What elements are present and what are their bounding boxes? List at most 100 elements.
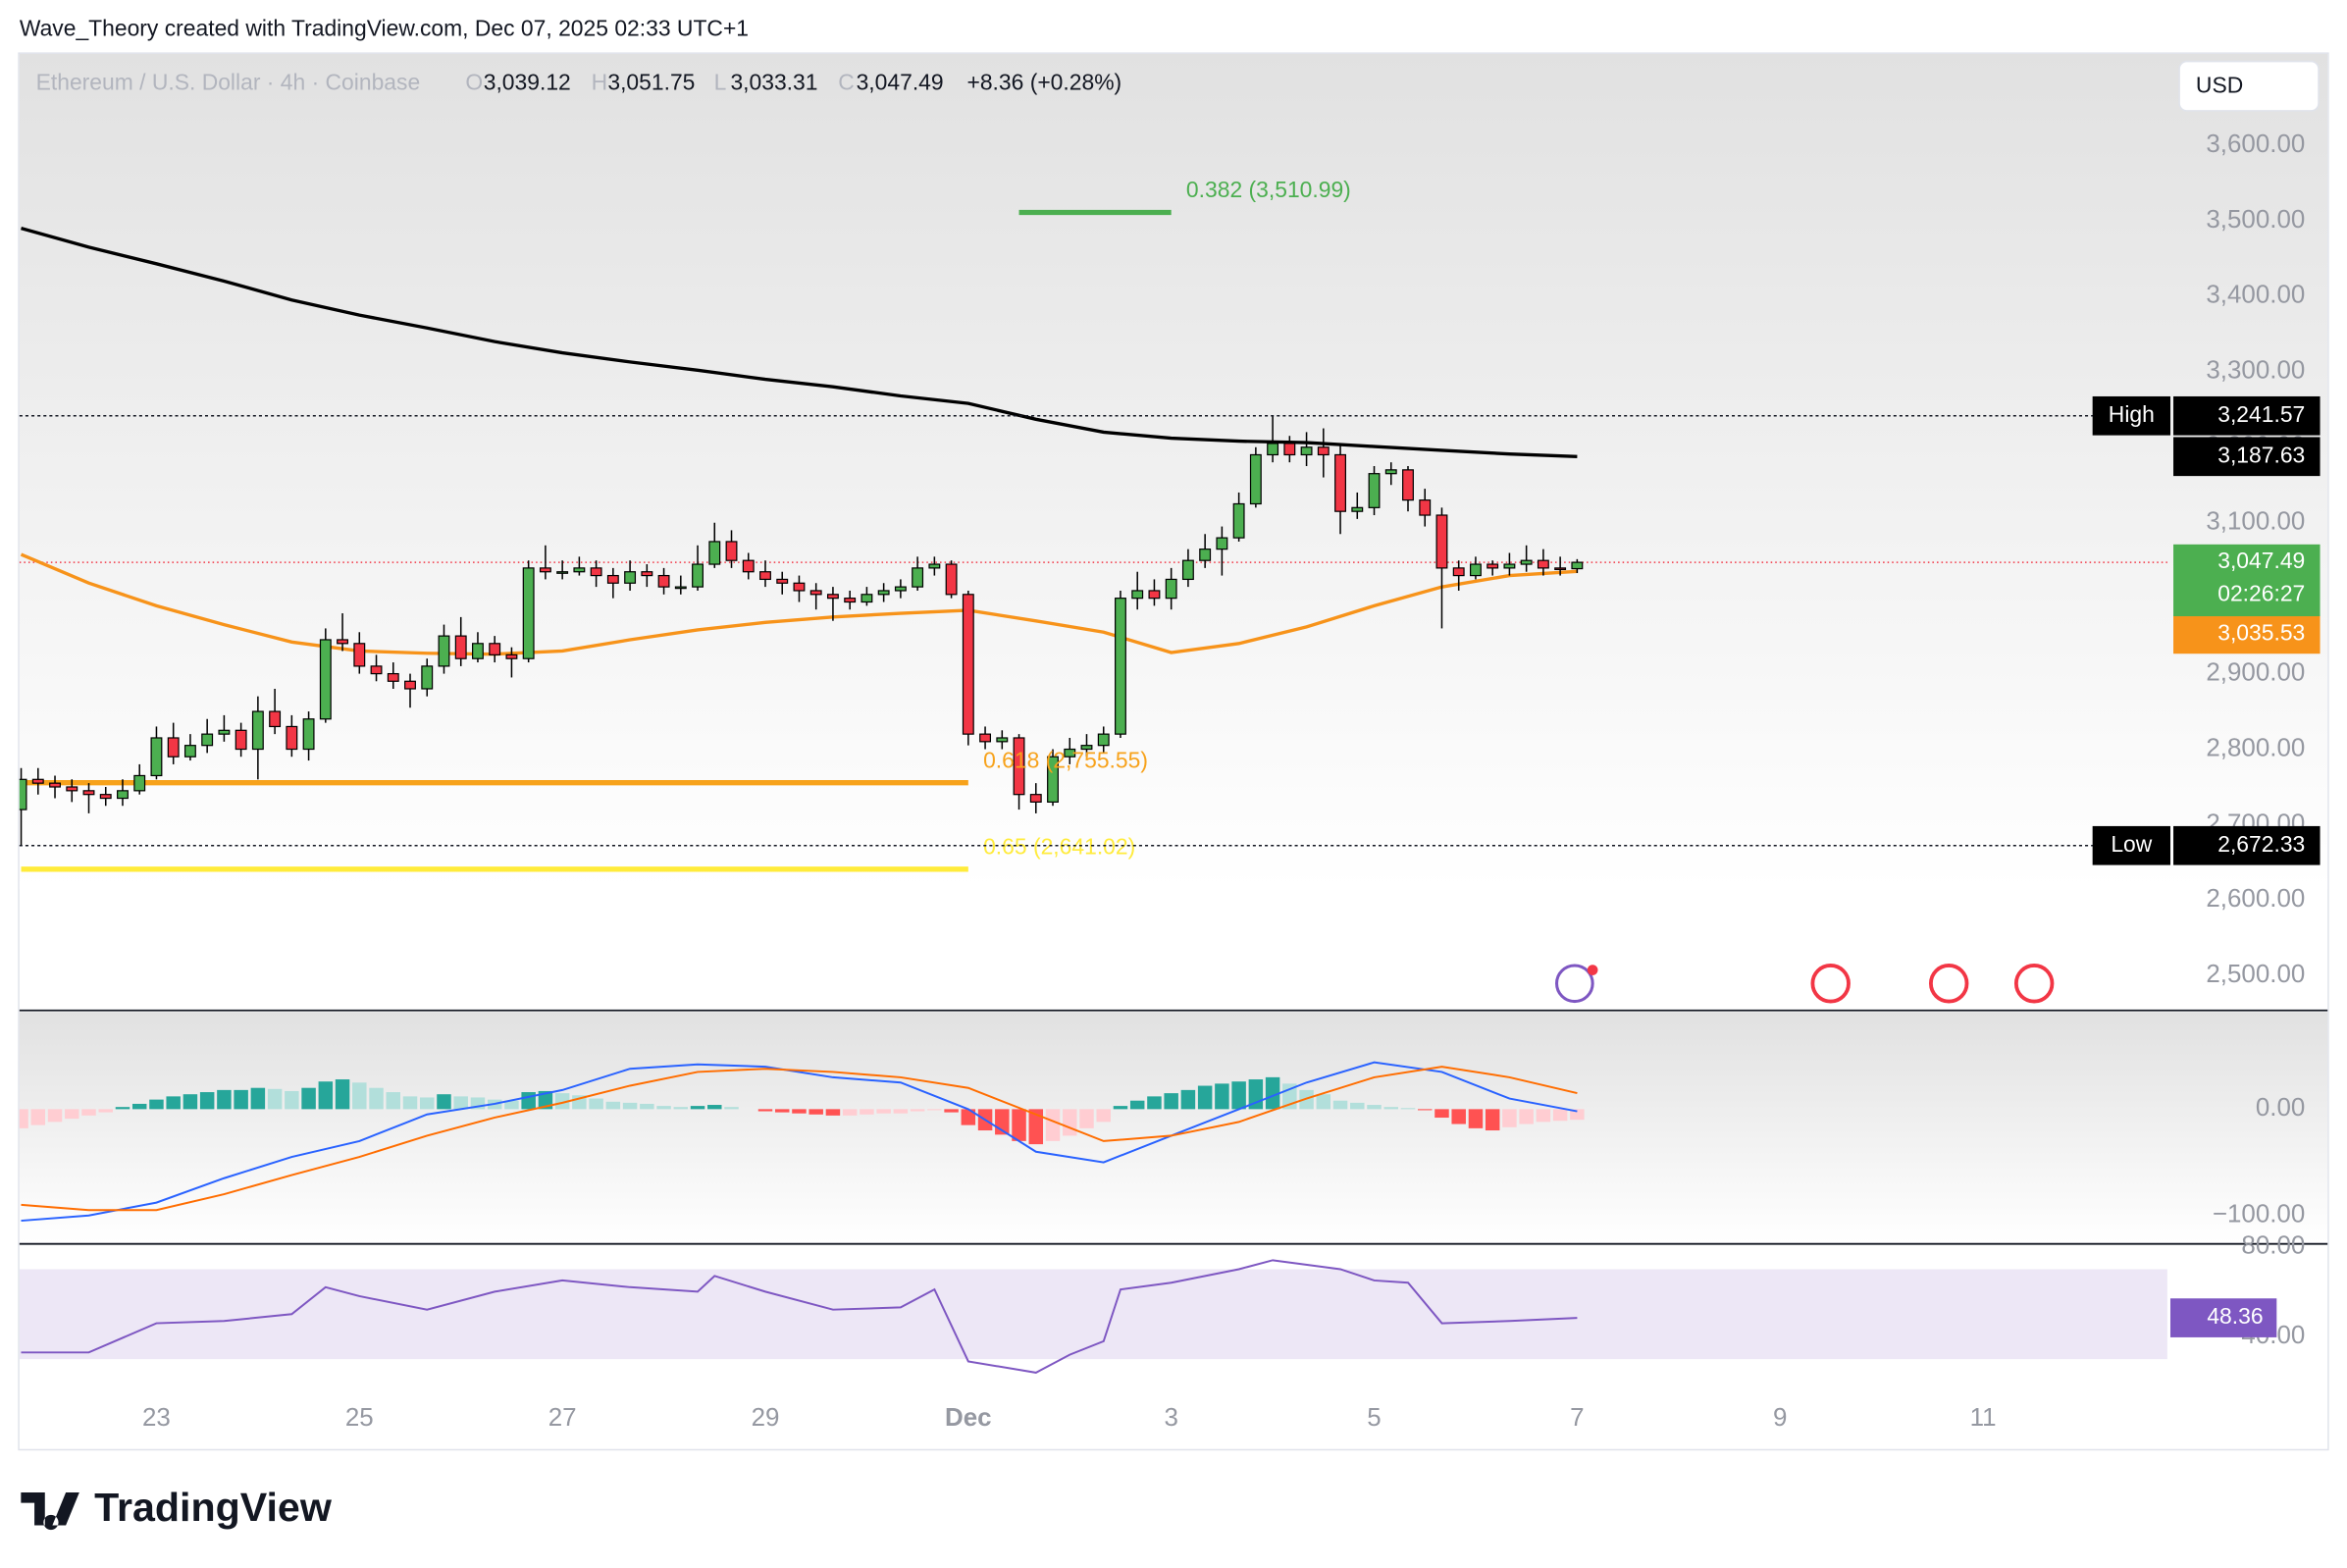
series-tag: 3,035.53 [2217,619,2305,645]
candle-body [674,586,687,590]
candle-body [387,672,399,682]
rsi-band [19,1269,2167,1360]
fib-label: 0.382 (3,510.99) [1186,177,1351,202]
candle-body [1199,549,1212,561]
histogram-bar [1485,1109,1500,1131]
logo-mark [21,1491,79,1531]
candle-body [201,733,214,747]
candle-body [1232,502,1245,539]
candle-body [1469,563,1482,577]
histogram-bar [369,1087,384,1110]
histogram-bar [301,1087,316,1110]
high-tag-bg [2092,395,2170,436]
pane [19,1061,1585,1223]
histogram-bar [81,1109,96,1116]
event-icons [1555,964,2055,1004]
histogram-bar [386,1092,401,1110]
histogram-bar [961,1109,976,1125]
histogram-bar [910,1109,925,1112]
candle-body [150,737,163,777]
candle-body [912,567,924,588]
histogram-bar [673,1107,689,1110]
histogram-bar [1113,1106,1128,1110]
histogram-bar [1063,1109,1077,1136]
histogram-bar [267,1088,283,1110]
candle-body [1300,446,1313,456]
histogram-bar [250,1087,266,1110]
high-tag: High [2109,401,2155,427]
candle-body [472,643,484,659]
candle-body [539,567,551,573]
candle-body [1148,590,1161,600]
candle-body [1402,469,1414,501]
histogram-bar [1367,1105,1382,1110]
candle-body [556,571,569,574]
histogram-bar [640,1103,654,1110]
event-icon[interactable] [2013,964,2055,1004]
low-tag-bg [2092,825,2170,865]
candle-body [962,594,974,735]
histogram-bar [115,1107,130,1110]
candle-body [1097,733,1110,747]
histogram-bar [217,1089,232,1110]
event-icon[interactable] [1929,964,1969,1004]
histogram-bar [538,1090,553,1110]
histogram-bar [774,1109,790,1113]
histogram-bar [1536,1109,1551,1123]
legend-value: 3,051.75 [607,69,695,94]
candle-body [1165,578,1177,600]
histogram-bar [1096,1109,1111,1123]
histogram-bar [808,1109,823,1115]
candle-body [776,578,789,584]
candle-body [1486,563,1499,569]
candle-body [117,790,129,800]
candle-body [404,680,416,690]
histogram-bar [1383,1107,1398,1110]
y-tick-label: 3,300.00 [2206,357,2305,385]
candle-body [877,590,890,596]
histogram-bar [1400,1108,1416,1110]
symbol-title: Ethereum / U.S. Dollar · 4h · Coinbase [36,69,421,94]
candle-body [66,786,78,792]
histogram-bar [1502,1109,1517,1127]
last-price-bg [2173,544,2321,617]
histogram-bar [98,1109,113,1113]
histogram-bar [927,1109,942,1111]
currency-button[interactable] [2178,60,2320,112]
logo: TradingView [21,1485,333,1531]
histogram-bar [285,1090,299,1110]
y-tick-label: 2,800.00 [2206,734,2305,761]
candle-body [1029,794,1042,803]
histogram-bar [707,1105,722,1110]
event-icon[interactable] [1555,964,1594,1004]
candle-body [1334,453,1346,512]
pane [19,1259,2167,1374]
y-tick-label: 80.00 [2241,1231,2305,1259]
currency-label[interactable]: USD [2196,73,2243,98]
candle-body [1216,537,1228,550]
candle-body [1064,748,1076,758]
histogram-bar [47,1109,63,1123]
candle-body [438,635,450,667]
histogram-bar [656,1106,671,1110]
candle-body [1554,567,1567,571]
histogram-bar [183,1094,198,1110]
series-tag-bg [2169,1298,2277,1337]
x-tick-label: 29 [752,1404,780,1432]
low-value-bg [2173,825,2321,865]
histogram-bar [65,1109,79,1120]
event-dot [1587,965,1598,975]
candle-body [269,710,282,728]
candle-body [31,778,44,784]
candle-body [1384,469,1397,475]
plot-layer: 2,500.002,600.002,700.002,800.002,900.00… [19,131,2321,1432]
low-tag: Low [2111,831,2152,857]
pane [19,209,2167,872]
y-tick-label: 2,500.00 [2206,961,2305,988]
candle-body [353,643,366,667]
series-tag-bg [2173,437,2321,477]
event-icon[interactable] [1810,964,1851,1004]
candle-body [945,563,958,596]
candle-body [793,582,806,592]
candle-body [1080,745,1093,751]
